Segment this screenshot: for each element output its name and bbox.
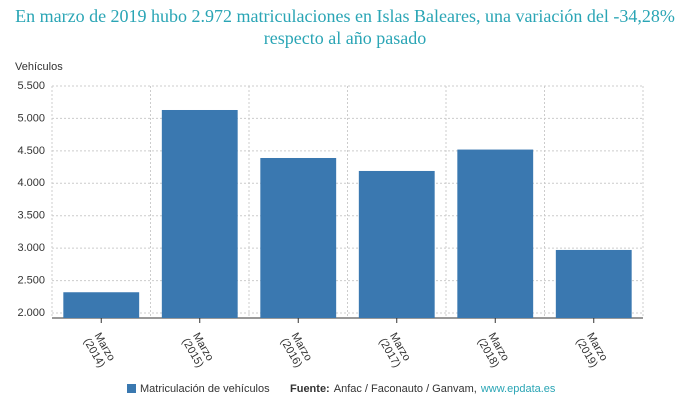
bar [260, 157, 337, 318]
x-tick-label: Marzo(2017) [376, 330, 413, 370]
source: Fuente: Anfac / Faconauto / Ganvam, www.ep… [290, 383, 556, 395]
y-axis-label: Vehículos [15, 61, 63, 73]
bar [555, 249, 632, 318]
y-tick-label: 3.000 [17, 242, 45, 254]
legend-swatch [127, 384, 136, 393]
y-tick-label: 5.000 [17, 112, 45, 124]
y-tick-label: 5.500 [17, 80, 45, 92]
y-tick-label: 4.000 [17, 177, 45, 189]
x-tick-label: Marzo(2018) [475, 330, 512, 370]
y-tick-label: 2.500 [17, 274, 45, 286]
legend-label: Matriculación de vehículos [140, 383, 270, 395]
y-tick-label: 2.000 [17, 307, 45, 319]
chart-title: En marzo de 2019 hubo 2.972 matriculacio… [15, 6, 675, 48]
bar [358, 170, 435, 318]
x-tick-label: Marzo(2016) [278, 330, 315, 370]
y-tick-label: 3.500 [17, 210, 45, 222]
source-link[interactable]: www.epdata.es [480, 383, 556, 395]
source-text: Fuente: [290, 383, 330, 395]
x-tick-label: Marzo(2019) [573, 330, 610, 370]
x-tick-label: Marzo(2014) [81, 330, 118, 370]
bar [63, 292, 140, 318]
x-tick-label: Marzo(2015) [179, 330, 216, 370]
source-text: Anfac / Faconauto / Ganvam, [334, 383, 477, 395]
bar [457, 149, 534, 318]
bar [161, 109, 238, 318]
y-tick-label: 4.500 [17, 145, 45, 157]
